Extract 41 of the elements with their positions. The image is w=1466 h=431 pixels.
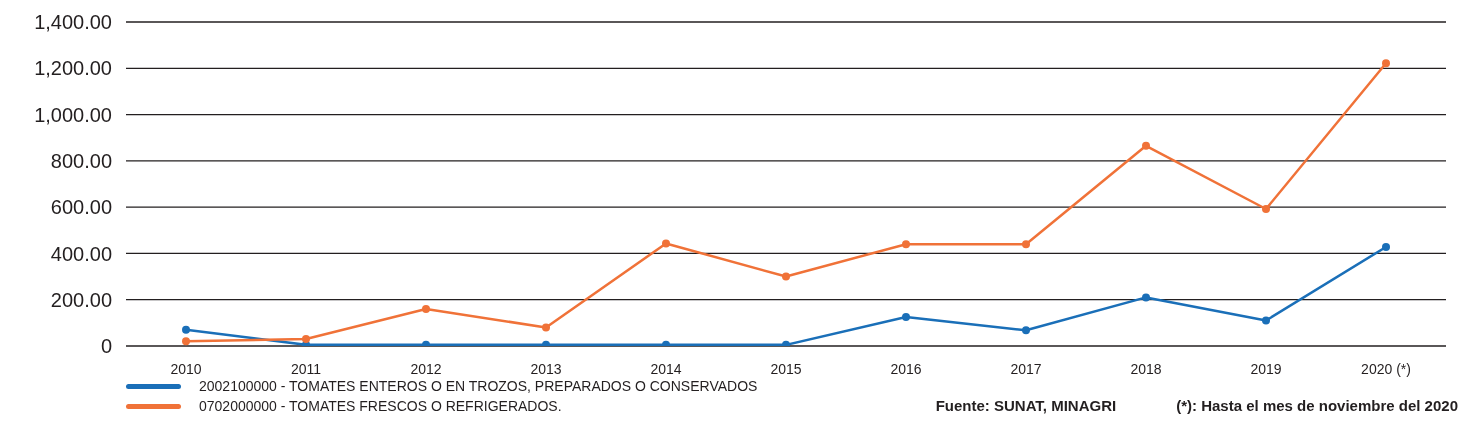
x-tick-label: 2012 [410,360,442,377]
y-tick-label: 1,000.00 [34,103,112,126]
point [1262,316,1270,325]
point [1022,240,1030,249]
x-tick-label: 2013 [530,360,562,377]
point [182,337,190,346]
point [902,240,910,249]
x-tick-label: 2020 (*) [1361,360,1411,377]
x-tick-label: 2016 [890,360,922,377]
source-note: Fuente: SUNAT, MINAGRI [935,397,1117,414]
x-tick-label: 2019 [1250,360,1282,377]
legend-label: 2002100000 - TOMATES ENTEROS O EN TROZOS, PREPARADOS O CONSERVADOS [199,377,758,396]
x-tick-label: 2017 [1010,360,1042,377]
x-tick-label: 2018 [1130,360,1162,377]
point [1142,293,1150,302]
point [542,323,550,332]
y-tick-label: 1,400.00 [34,11,112,34]
point [662,239,670,248]
text: (*): Hasta el mes de noviembre del 2020 [1176,397,1458,414]
point [782,340,790,346]
y-tick-label: 200.00 [50,288,112,311]
point [182,325,190,334]
y-tick-label: 600.00 [50,196,112,219]
x-tick-label: 2015 [770,360,802,377]
x-tick-label: 2010 [170,360,202,377]
point [1262,204,1270,213]
point [1142,141,1150,150]
x-tick-label: 2014 [650,360,682,377]
point [782,272,790,281]
point [422,304,430,313]
y-tick-label: 800.00 [50,149,112,172]
point [1382,59,1390,68]
y-tick-label: 0 [100,335,112,358]
point [302,335,310,344]
point [1382,242,1390,251]
point [1022,326,1030,335]
x-tick-label: 2011 [290,360,322,377]
y-tick-label: 1,200.00 [34,57,112,80]
point [902,313,910,322]
legend-label: 0702000000 - TOMATES FRESCOS O REFRIGERADOS. [199,397,562,416]
y-tick-label: 400.00 [50,242,112,265]
